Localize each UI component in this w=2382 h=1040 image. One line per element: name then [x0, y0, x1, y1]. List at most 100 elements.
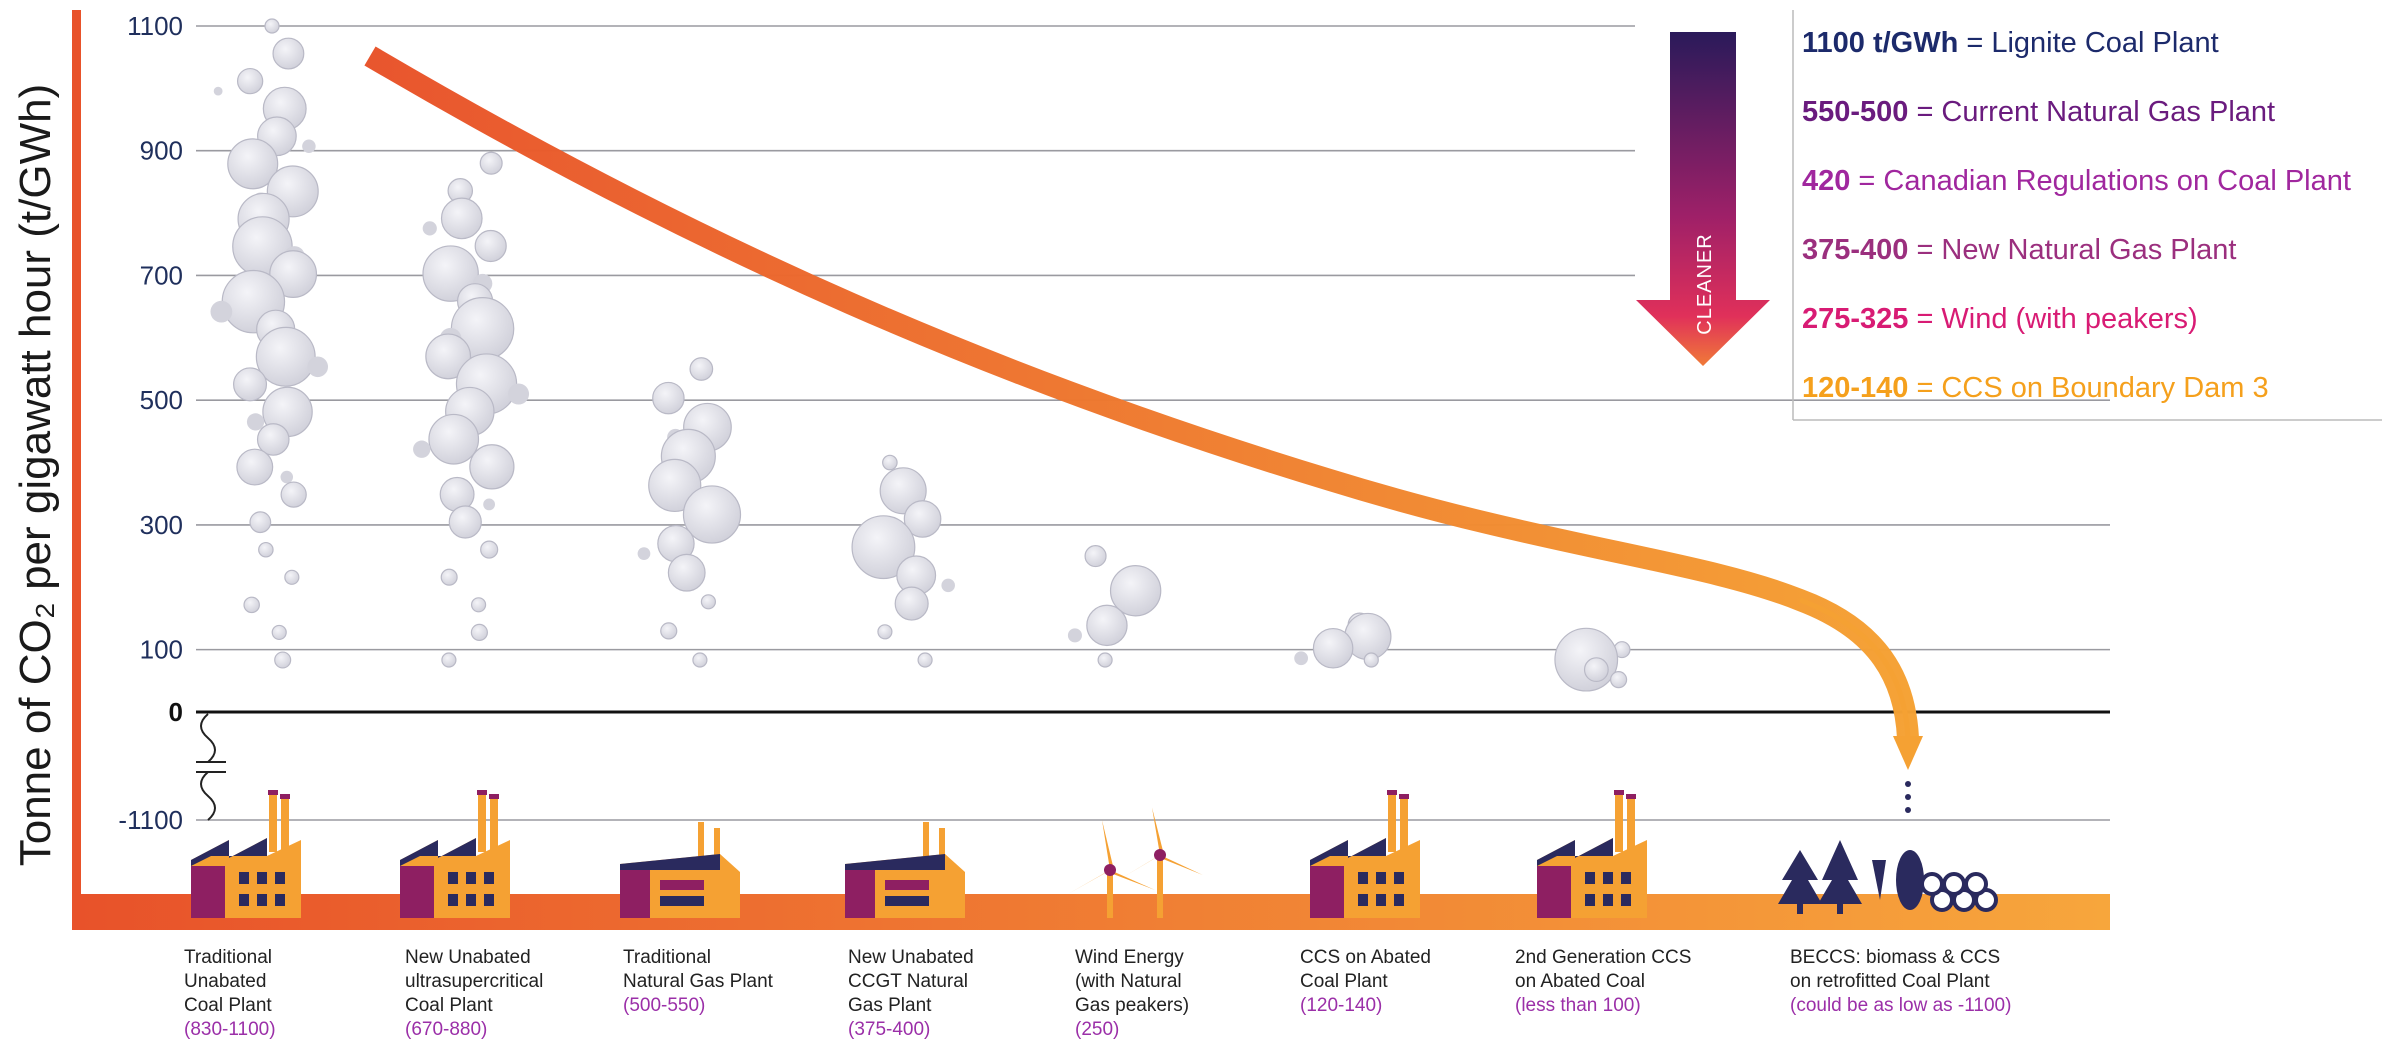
emission-bubble	[682, 485, 742, 544]
category-name: New Unabated	[405, 947, 531, 968]
y-tick-label: 500	[140, 385, 183, 415]
category-name: Traditional	[184, 947, 272, 968]
legend-value: 120-140	[1802, 372, 1908, 404]
category-name: Coal Plant	[1300, 971, 1388, 992]
emission-bubble	[307, 356, 329, 378]
emission-bubble	[637, 547, 651, 560]
emission-bubble	[1097, 652, 1113, 668]
y-tick-label: 1100	[127, 11, 183, 41]
legend-text: = Current Natural Gas Plant	[1916, 96, 2275, 128]
trend-arrowhead	[1893, 736, 1923, 770]
category-name: on retrofitted Coal Plant	[1790, 971, 1990, 992]
legend-text: = New Natural Gas Plant	[1916, 234, 2236, 266]
emission-bubble	[448, 505, 482, 539]
emission-bubble	[917, 652, 933, 668]
category-name: Coal Plant	[184, 995, 272, 1016]
emission-bubble	[302, 139, 316, 154]
emission-bubble	[258, 541, 274, 558]
gas-plant-icon	[845, 822, 965, 918]
category-name: ultrasupercritical	[405, 971, 543, 992]
category-name: (with Natural	[1075, 971, 1182, 992]
emission-bubble	[413, 440, 431, 458]
continuation-dots	[1905, 781, 1911, 813]
category-name: Traditional	[623, 947, 711, 968]
legend-item: 1100 t/GWh = Lignite Coal Plant	[1802, 27, 2219, 59]
legend-value: 1100 t/GWh	[1802, 27, 1958, 59]
emission-bubble	[1109, 565, 1162, 617]
emission-bubble	[851, 515, 916, 580]
y-tick-label: -1100	[118, 805, 183, 835]
emission-bubble	[440, 197, 483, 240]
coal-plant-icon	[1537, 790, 1647, 918]
emission-bubble	[284, 569, 300, 585]
category-name: 2nd Generation CCS	[1515, 947, 1691, 968]
emission-bubble	[236, 448, 274, 486]
emission-bubble	[470, 597, 487, 613]
emission-bubble	[660, 622, 678, 640]
legend-item: 375-400 = New Natural Gas Plant	[1802, 234, 2236, 266]
legend-text: = Lignite Coal Plant	[1966, 27, 2218, 59]
emission-bubble	[246, 413, 265, 431]
category-name: CCGT Natural	[848, 971, 968, 992]
legend-text: = Canadian Regulations on Coal Plant	[1858, 165, 2351, 197]
emission-bubble	[652, 381, 685, 415]
emission-bubble	[233, 367, 268, 402]
legend-value: 275-325	[1802, 303, 1908, 335]
category-name: Natural Gas Plant	[623, 971, 774, 992]
emission-bubble	[941, 578, 955, 593]
emission-bubble	[236, 67, 264, 95]
emission-bubble	[280, 470, 294, 484]
y-axis-line	[72, 10, 81, 930]
category-name: Wind Energy	[1075, 947, 1184, 968]
category-range: (120-140)	[1300, 995, 1382, 1016]
emission-bubble	[280, 481, 307, 508]
emission-bubble	[422, 221, 437, 236]
emission-bubble	[269, 250, 318, 299]
y-tick-labels: 1100 900 700 500 300 100 0 -1100	[118, 11, 183, 835]
y-tick-label: 700	[140, 260, 183, 290]
emission-bubble	[483, 498, 496, 511]
legend-item: 275-325 = Wind (with peakers)	[1802, 303, 2198, 335]
emission-bubble	[274, 651, 292, 669]
category-labels: Traditional Unabated Coal Plant (830-1100) N…	[184, 947, 2011, 1040]
emission-bubble	[425, 333, 472, 380]
category-range: (830-1100)	[184, 1019, 276, 1040]
legend-text: = Wind (with peakers)	[1916, 303, 2197, 335]
emission-bubble	[1554, 627, 1619, 692]
y-tick-label: 0	[169, 697, 183, 727]
emission-bubble	[1294, 651, 1309, 666]
category-name: BECCS: biomass & CCS	[1790, 947, 2000, 968]
legend-value: 375-400	[1802, 234, 1908, 266]
emission-bubble	[1610, 671, 1628, 689]
legend-value: 550-500	[1802, 96, 1908, 128]
emission-bubble	[479, 151, 503, 175]
emission-bubble	[1583, 657, 1609, 683]
emission-bubble	[480, 540, 499, 559]
emission-bubble	[227, 138, 279, 190]
category-name: Gas peakers)	[1075, 995, 1189, 1016]
coal-plant-icon	[191, 790, 301, 918]
emission-bubble	[255, 326, 316, 387]
emission-bubble	[213, 86, 223, 96]
category-range: (250)	[1075, 1019, 1119, 1040]
gas-plant-icon	[620, 822, 740, 918]
y-tick-label: 100	[140, 635, 183, 665]
emission-bubble	[882, 454, 898, 471]
category-name: Gas Plant	[848, 995, 932, 1016]
category-range: (less than 100)	[1515, 995, 1641, 1016]
emission-bubble	[877, 624, 893, 640]
legend-item: 120-140 = CCS on Boundary Dam 3	[1802, 372, 2269, 404]
emission-bubble	[210, 300, 233, 323]
category-name: Unabated	[184, 971, 266, 992]
category-name: New Unabated	[848, 947, 974, 968]
emission-bubble	[1086, 604, 1128, 647]
emission-bubble	[894, 586, 929, 621]
plant-icons	[191, 790, 1998, 918]
cleaner-arrow: CLEANER	[1636, 32, 1770, 366]
emission-bubble	[243, 596, 260, 614]
biomass-icon	[1778, 840, 1998, 914]
y-axis-label: Tonne of CO₂ per gigawatt hour (t/GWh)	[11, 84, 60, 867]
emission-bubble	[700, 594, 717, 610]
